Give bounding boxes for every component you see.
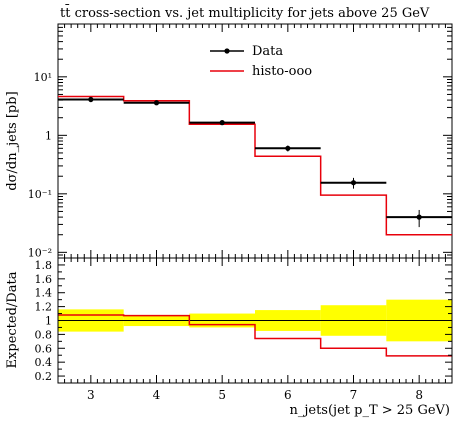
main-y-axis-label: dσ/dn_jets [pb] — [5, 91, 20, 190]
main-x-axis — [64, 24, 446, 258]
ratio-y-tick-label: 0.4 — [35, 356, 53, 369]
series-line-histo-ooo — [58, 95, 452, 236]
x-tick-label: 7 — [350, 388, 358, 402]
data-point — [219, 120, 225, 126]
main-y-tick-label: 1 — [45, 129, 52, 142]
ratio-y-tick-label: 1.6 — [35, 273, 53, 286]
data-point — [285, 145, 291, 151]
main-y-tick-label: 10¹ — [34, 71, 52, 84]
main-series-group — [58, 95, 452, 236]
main-y-axis: 10⁻² 10⁻¹ 1 10¹ — [28, 26, 452, 259]
data-point — [88, 96, 94, 103]
data-point — [153, 100, 160, 106]
legend-label-histo-ooo: histo-ooo — [252, 64, 312, 79]
ratio-y-axis: 0.20.40.60.811.21.41.61.8 — [35, 259, 452, 383]
ratio-y-tick-label: 0.2 — [35, 370, 53, 383]
data-point — [350, 180, 357, 186]
legend-label-data: Data — [252, 44, 283, 59]
ratio-y-axis-label: Expected/Data — [5, 271, 20, 368]
main-y-tick-label: 10⁻² — [28, 246, 52, 259]
x-tick-label: 5 — [218, 388, 226, 402]
ratio-y-tick-label: 1.8 — [35, 259, 53, 272]
x-tick-label: 3 — [87, 388, 95, 402]
ratio-y-tick-label: 0.6 — [35, 342, 53, 355]
ratio-y-tick-label: 1 — [45, 315, 52, 328]
x-tick-label: 6 — [284, 388, 292, 402]
ratio-x-axis: 3 4 5 6 7 8 — [64, 258, 446, 402]
legend-marker-data-point — [224, 48, 230, 54]
ratio-y-tick-label: 0.8 — [35, 328, 53, 341]
x-tick-label: 4 — [153, 388, 161, 402]
ratio-plot-panel: 0.20.40.60.811.21.41.61.8 3 4 5 6 7 8 Expecte… — [5, 257, 453, 418]
ratio-y-tick-label: 1.4 — [35, 287, 53, 300]
legend: Data histo-ooo — [210, 44, 312, 79]
x-tick-label: 8 — [415, 388, 423, 402]
ratio-series-group — [58, 314, 452, 357]
chart-title: tt̄ cross-section vs. jet multiplicity f… — [60, 4, 430, 21]
x-axis-label: n_jets(jet p_T > 25 GeV) — [289, 403, 450, 418]
main-y-tick-label: 10⁻¹ — [28, 188, 52, 201]
data-point — [416, 214, 422, 220]
main-plot-panel: 10⁻² 10⁻¹ 1 10¹ dσ/dn_jets [pb] Data histo-o… — [5, 23, 453, 259]
ratio-series-histo-ooo — [58, 314, 452, 357]
ratio-y-tick-label: 1.2 — [35, 301, 53, 314]
